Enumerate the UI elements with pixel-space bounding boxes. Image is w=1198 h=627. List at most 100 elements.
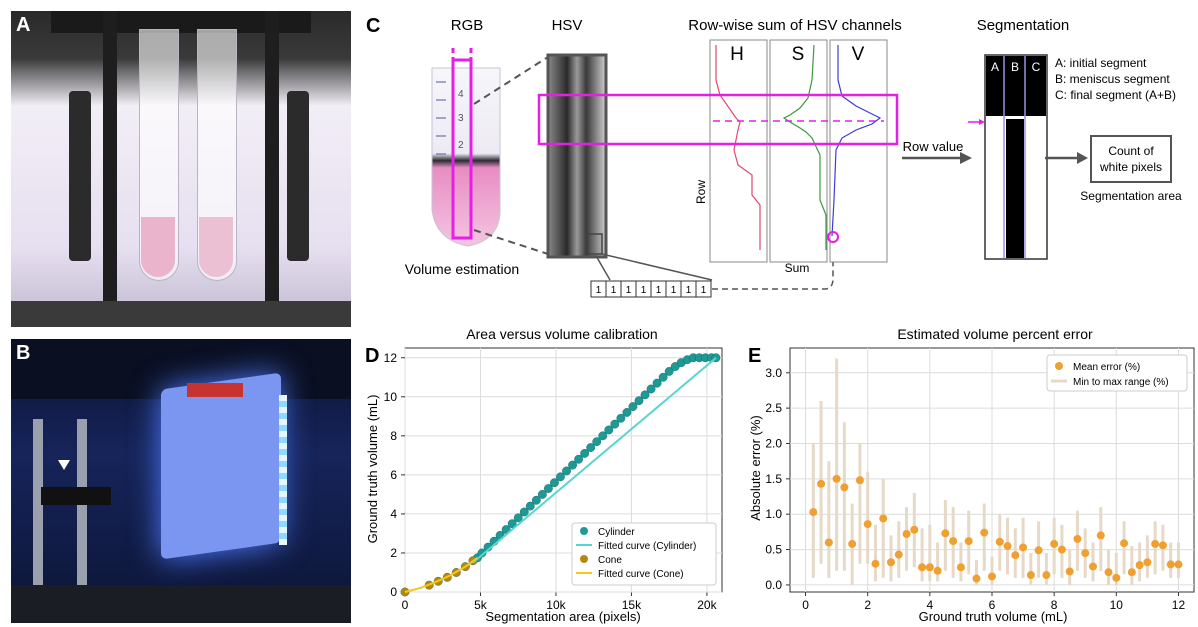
chart-d-xlabel: Segmentation area (pixels) [485,609,640,624]
mean-error-point [902,530,911,539]
chart-e-ylabel: Absolute error (%) [748,415,763,520]
count-box-line1: Count of [1108,144,1154,158]
mean-error-point [1026,571,1035,580]
meniscus-roi-box [537,93,899,146]
chart-e-legend-box [1046,354,1188,392]
seg-col-c: C [1032,60,1041,74]
mean-error-point [1174,560,1183,569]
binary-pixel-value: 1 [596,285,602,296]
cylinder-point [652,378,662,388]
hsv-title: HSV [552,17,583,34]
mean-error-point [1096,531,1105,540]
cylinder-point [616,413,626,423]
mean-error-point [1166,560,1175,569]
panel-label-c: C [366,15,380,37]
chart-d-ylabel: Ground truth volume (mL) [365,395,380,544]
mean-error-point [863,520,872,529]
pixel-zoom-connector [594,253,611,281]
sat-profile-line [782,44,827,250]
x-tick-label: 20k [697,598,717,612]
binary-pixel-value: 1 [686,285,692,296]
binary-pixel-value: 1 [671,285,677,296]
x-tick-label: 10k [546,598,566,612]
sensor-left [69,91,91,261]
photo-panel-b [11,339,351,623]
cylinder-point [598,431,608,441]
y-tick-label: 2.5 [765,401,782,415]
cylinder-point [477,548,487,558]
x-tick-label: 4 [927,598,934,612]
seg-legend-b: B: meniscus segment [1055,72,1170,86]
mean-error-point [1011,551,1020,560]
panel-label-b: B [16,342,31,364]
y-tick-label: 1.0 [765,507,782,521]
y-tick-label: 3.0 [765,366,782,380]
mean-error-point [894,550,903,559]
cylinder-point [592,437,602,447]
tube-left-liquid [141,217,175,277]
rowsum-title: Row-wise sum of HSV channels [688,17,901,34]
y-tick-label: 8 [390,429,397,443]
cylinder-point [537,489,547,499]
frame-post-right [265,11,279,327]
mean-error-point [1057,545,1066,554]
tube-right-liquid [199,217,233,277]
x-tick-label: 10 [1110,598,1124,612]
mean-error-point [1065,567,1074,576]
x-tick-label: 15k [622,598,642,612]
frame-post-left [103,11,117,327]
cylinder-point [640,390,650,400]
mean-error-point [824,538,833,547]
channel-s-label: S [792,44,805,65]
binary-pixel-value: 1 [701,285,707,296]
mean-error-point [887,558,895,567]
x-tick-label: 2 [864,598,871,612]
binary-pixel-value: 1 [641,285,647,296]
x-tick-label: 0 [402,598,409,612]
y-tick-label: 10 [384,390,398,404]
row-value-label: Row value [903,139,964,154]
cylinder-point [658,372,668,382]
hsv-strip [546,53,608,259]
y-tick-label: 2.0 [765,436,782,450]
cylinder-point [562,466,571,476]
breadboard [11,585,351,623]
segmentation-image: A B C [984,54,1048,260]
tube-mark-3: 3 [458,113,464,124]
mean-error-point [933,566,942,575]
mean-error-point [840,483,849,492]
led-strip [279,395,287,545]
cylinder-point [634,396,644,406]
mean-error-point [980,528,989,537]
legend-marker [1055,362,1063,370]
panel-label-d: D [365,345,379,367]
mean-error-point [817,479,826,488]
legend-label: Cone [598,555,622,566]
cylinder-point [628,402,638,411]
mean-error-point [956,563,965,572]
mean-error-point [1104,568,1113,577]
x-tick-label: 12 [1172,598,1186,612]
legend-label: Mean error (%) [1073,362,1140,373]
y-tick-label: 2 [390,546,397,560]
seg-legend-a: A: initial segment [1055,56,1147,70]
cylinder-point [610,419,620,429]
cylinder-point [580,449,590,458]
cylinder-point [568,460,577,470]
seg-legend-c: C: final segment (A+B) [1055,88,1176,102]
y-tick-label: 0.0 [765,578,782,592]
mean-error-point [1003,542,1012,551]
mean-error-point [972,574,981,583]
channel-v-label: V [852,44,865,65]
hue-profile-line [715,45,761,250]
row-value-arrowhead [960,152,972,164]
mean-error-point [1120,539,1129,548]
row-axis-label: Row [694,180,708,204]
cylinder-point [519,507,529,517]
mean-error-point [832,474,841,483]
binary-pixel-value: 1 [656,285,662,296]
mean-error-point [964,537,973,546]
mean-error-point [879,514,888,523]
binary-pixel-value: 1 [626,285,632,296]
